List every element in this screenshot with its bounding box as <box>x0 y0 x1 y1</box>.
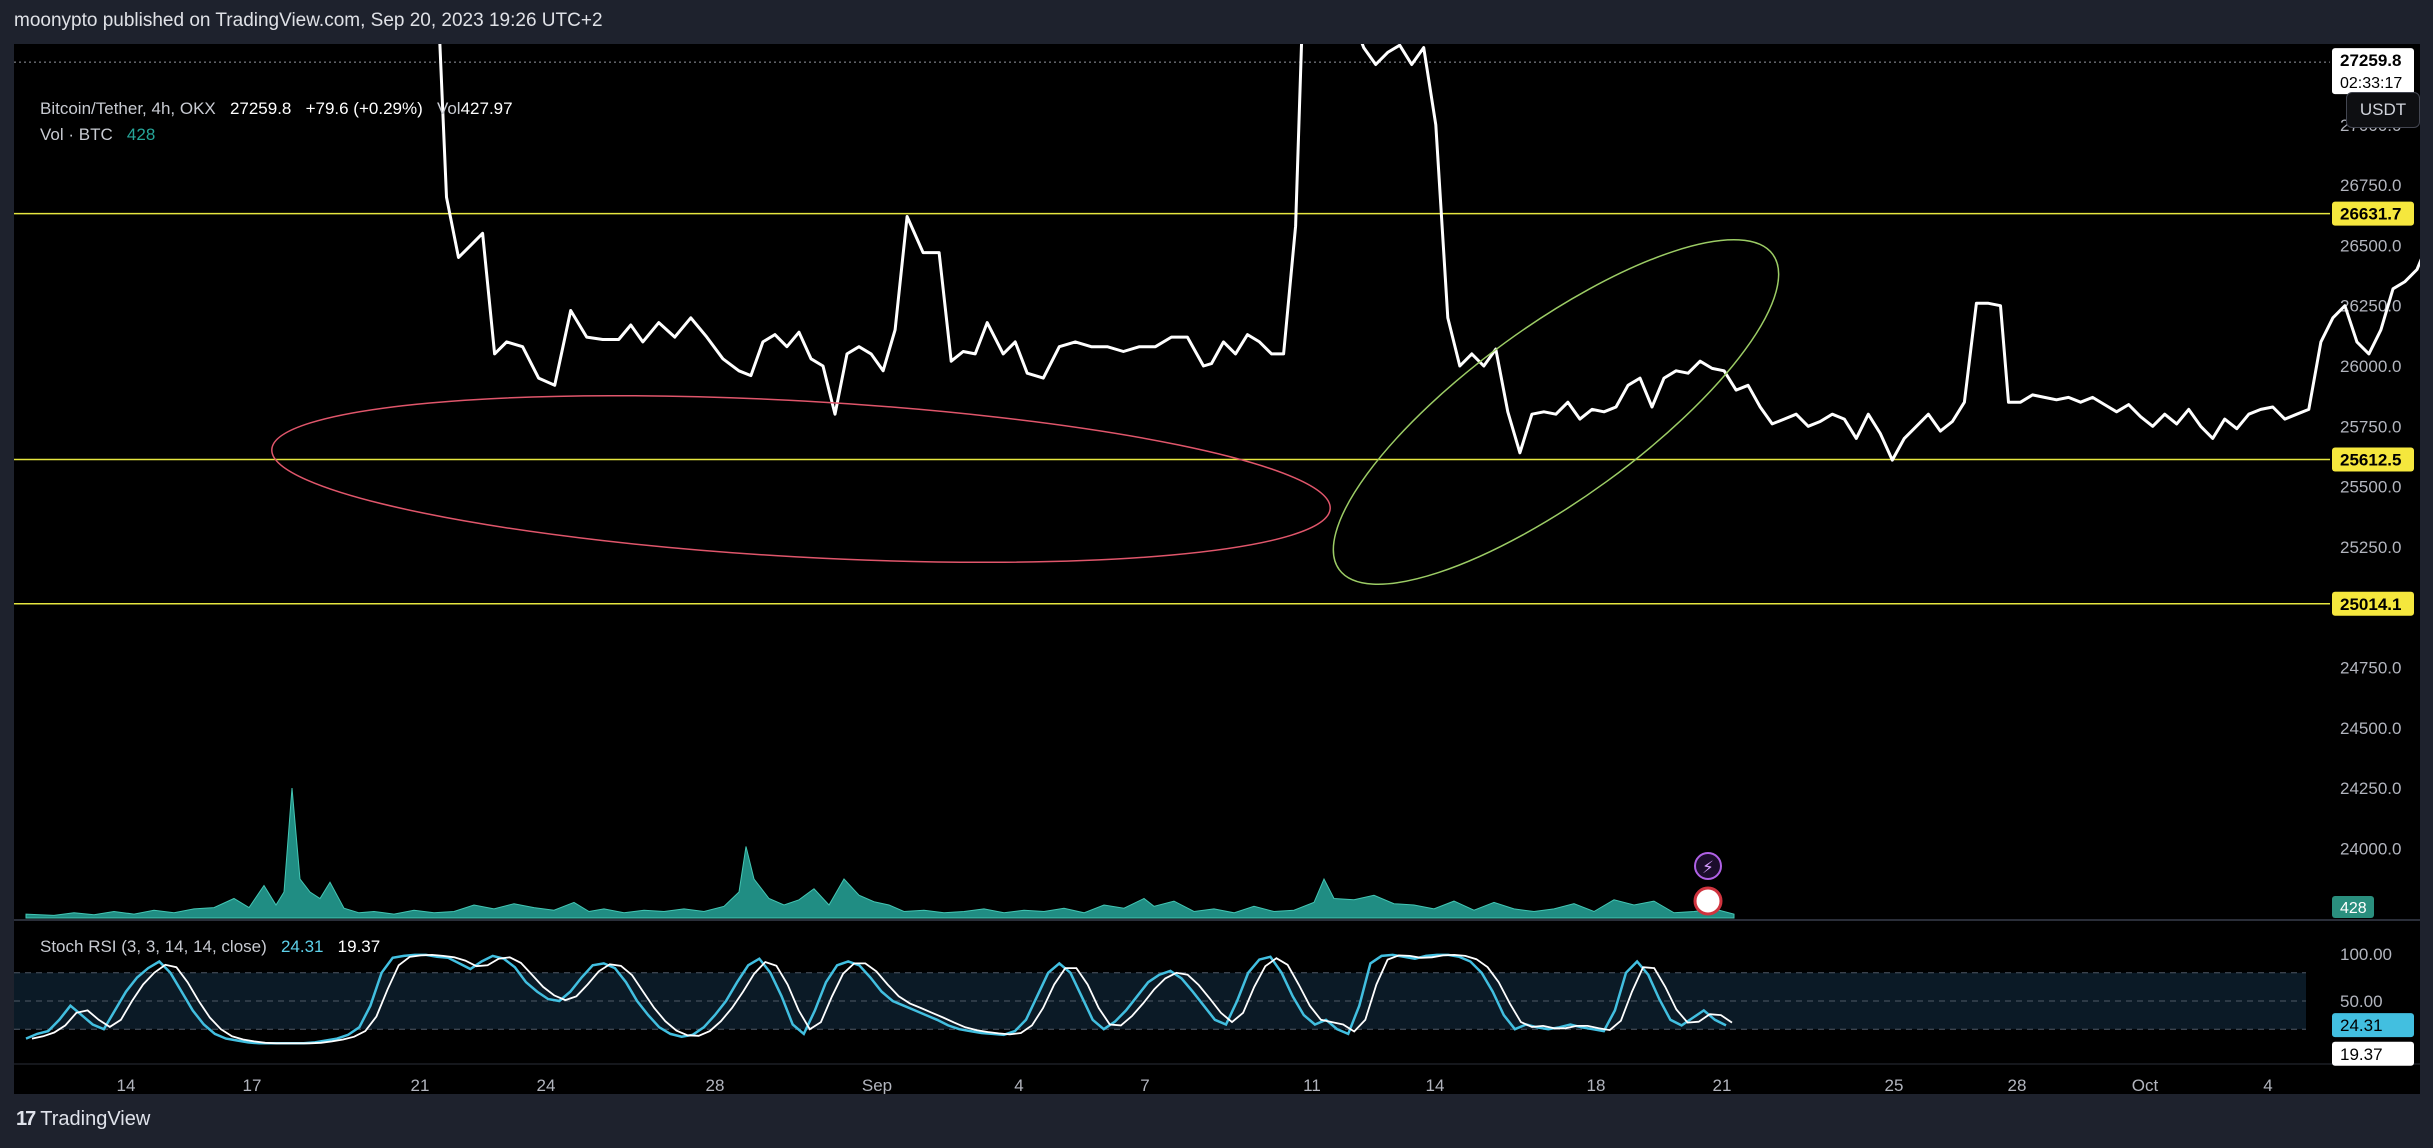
price-series-line <box>438 44 2420 462</box>
stoch-k-value: 24.31 <box>280 937 324 956</box>
legend-vol-value: 427.97 <box>460 99 513 118</box>
x-tick-label-11: 21 <box>1713 1076 1732 1094</box>
volume-label: 428 <box>2340 900 2367 917</box>
legend-symbol: Bitcoin/Tether, 4h, OKX <box>40 99 216 118</box>
y-tick-label-7: 26250.0 <box>2340 297 2401 316</box>
x-tick-label-0: 14 <box>117 1076 136 1094</box>
stoch-k-axis-label: 24.31 <box>2340 1016 2383 1035</box>
x-tick-label-13: 28 <box>2008 1076 2027 1094</box>
stoch-d-label-bg <box>2332 1041 2414 1066</box>
lightning-icon <box>1694 852 1722 880</box>
x-tick-label-15: 4 <box>2263 1076 2272 1094</box>
footer-brand: 17 TradingView <box>16 1108 150 1131</box>
x-tick-label-3: 24 <box>537 1076 556 1094</box>
level-label-bg-1 <box>2332 201 2414 226</box>
tradingview-logo-icon: 17 <box>16 1108 36 1130</box>
stoch-d-line <box>31 953 1733 1045</box>
level-label-3: 25014.1 <box>2340 595 2401 614</box>
x-tick-label-2: 21 <box>411 1076 430 1094</box>
y-tick-label-13: 24500.0 <box>2340 719 2401 738</box>
y-tick-label-14: 24250.0 <box>2340 779 2401 798</box>
x-tick-label-6: 4 <box>1014 1076 1023 1094</box>
x-tick-label-4: 28 <box>706 1076 725 1094</box>
last-price-label-bg <box>2332 48 2414 95</box>
green-channel-ellipse <box>1332 239 1780 585</box>
legend-main-line: Bitcoin/Tether, 4h, OKX 27259.8 +79.6 (+… <box>40 96 513 122</box>
legend-vol-line: Vol · BTC 428 <box>40 122 513 148</box>
chart-frame[interactable]: 28250.028000.027750.027500.027000.026750… <box>14 44 2420 1094</box>
x-tick-label-9: 14 <box>1426 1076 1445 1094</box>
lightning-glyph: ⚡ <box>1702 858 1714 878</box>
x-tick-label-10: 18 <box>1587 1076 1606 1094</box>
x-tick-label-7: 7 <box>1140 1076 1149 1094</box>
volume-area <box>25 787 1735 919</box>
y-tick-label-10: 25500.0 <box>2340 478 2401 497</box>
level-label-bg-2 <box>2332 447 2414 472</box>
last-price-countdown: 02:33:17 <box>2340 75 2402 92</box>
y-tick-label-12: 24750.0 <box>2340 659 2401 678</box>
stoch-axis-label-0: 100.00 <box>2340 945 2392 964</box>
level-label-2: 25612.5 <box>2340 450 2401 469</box>
volume-label-bg <box>2332 896 2374 918</box>
legend-vol-line-label: Vol · BTC <box>40 125 113 144</box>
price-chart[interactable]: 28250.028000.027750.027500.027000.026750… <box>14 44 2420 1094</box>
x-tick-label-14: Oct <box>2132 1076 2159 1094</box>
level-label-1: 26631.7 <box>2340 205 2401 224</box>
stoch-d-value: 19.37 <box>337 937 381 956</box>
level-label-bg-3 <box>2332 591 2414 616</box>
y-tick-label-6: 26500.0 <box>2340 236 2401 255</box>
stoch-k-label-bg <box>2332 1013 2414 1038</box>
currency-button[interactable]: USDT <box>2346 92 2420 128</box>
x-tick-label-8: 11 <box>1303 1076 1321 1094</box>
x-tick-label-5: Sep <box>862 1076 892 1094</box>
legend-vol-line-value: 428 <box>126 125 156 144</box>
legend-change: +79.6 (+0.29%) <box>305 99 423 118</box>
y-tick-label-15: 24000.0 <box>2340 839 2401 858</box>
last-price-label: 27259.8 <box>2340 51 2401 70</box>
legend: Bitcoin/Tether, 4h, OKX 27259.8 +79.6 (+… <box>40 96 513 148</box>
stoch-label: Stoch RSI (3, 3, 14, 14, close) <box>40 937 267 956</box>
legend-vol-label: Vol <box>436 99 461 118</box>
y-tick-label-5: 26750.0 <box>2340 176 2401 195</box>
stoch-legend: Stoch RSI (3, 3, 14, 14, close) 24.31 19… <box>40 934 380 960</box>
stoch-axis-label-1: 50.00 <box>2340 992 2383 1011</box>
x-tick-label-1: 17 <box>243 1076 262 1094</box>
stoch-d-axis-label: 19.37 <box>2340 1045 2383 1064</box>
x-tick-label-12: 25 <box>1885 1076 1904 1094</box>
legend-last: 27259.8 <box>229 99 292 118</box>
red-range-ellipse <box>271 394 1331 564</box>
y-tick-label-11: 25250.0 <box>2340 538 2401 557</box>
y-tick-label-8: 26000.0 <box>2340 357 2401 376</box>
y-tick-label-9: 25750.0 <box>2340 417 2401 436</box>
publisher-line: moonypto published on TradingView.com, S… <box>14 10 603 31</box>
us-flag-icon <box>1693 886 1723 916</box>
footer-brand-text: TradingView <box>40 1108 151 1130</box>
